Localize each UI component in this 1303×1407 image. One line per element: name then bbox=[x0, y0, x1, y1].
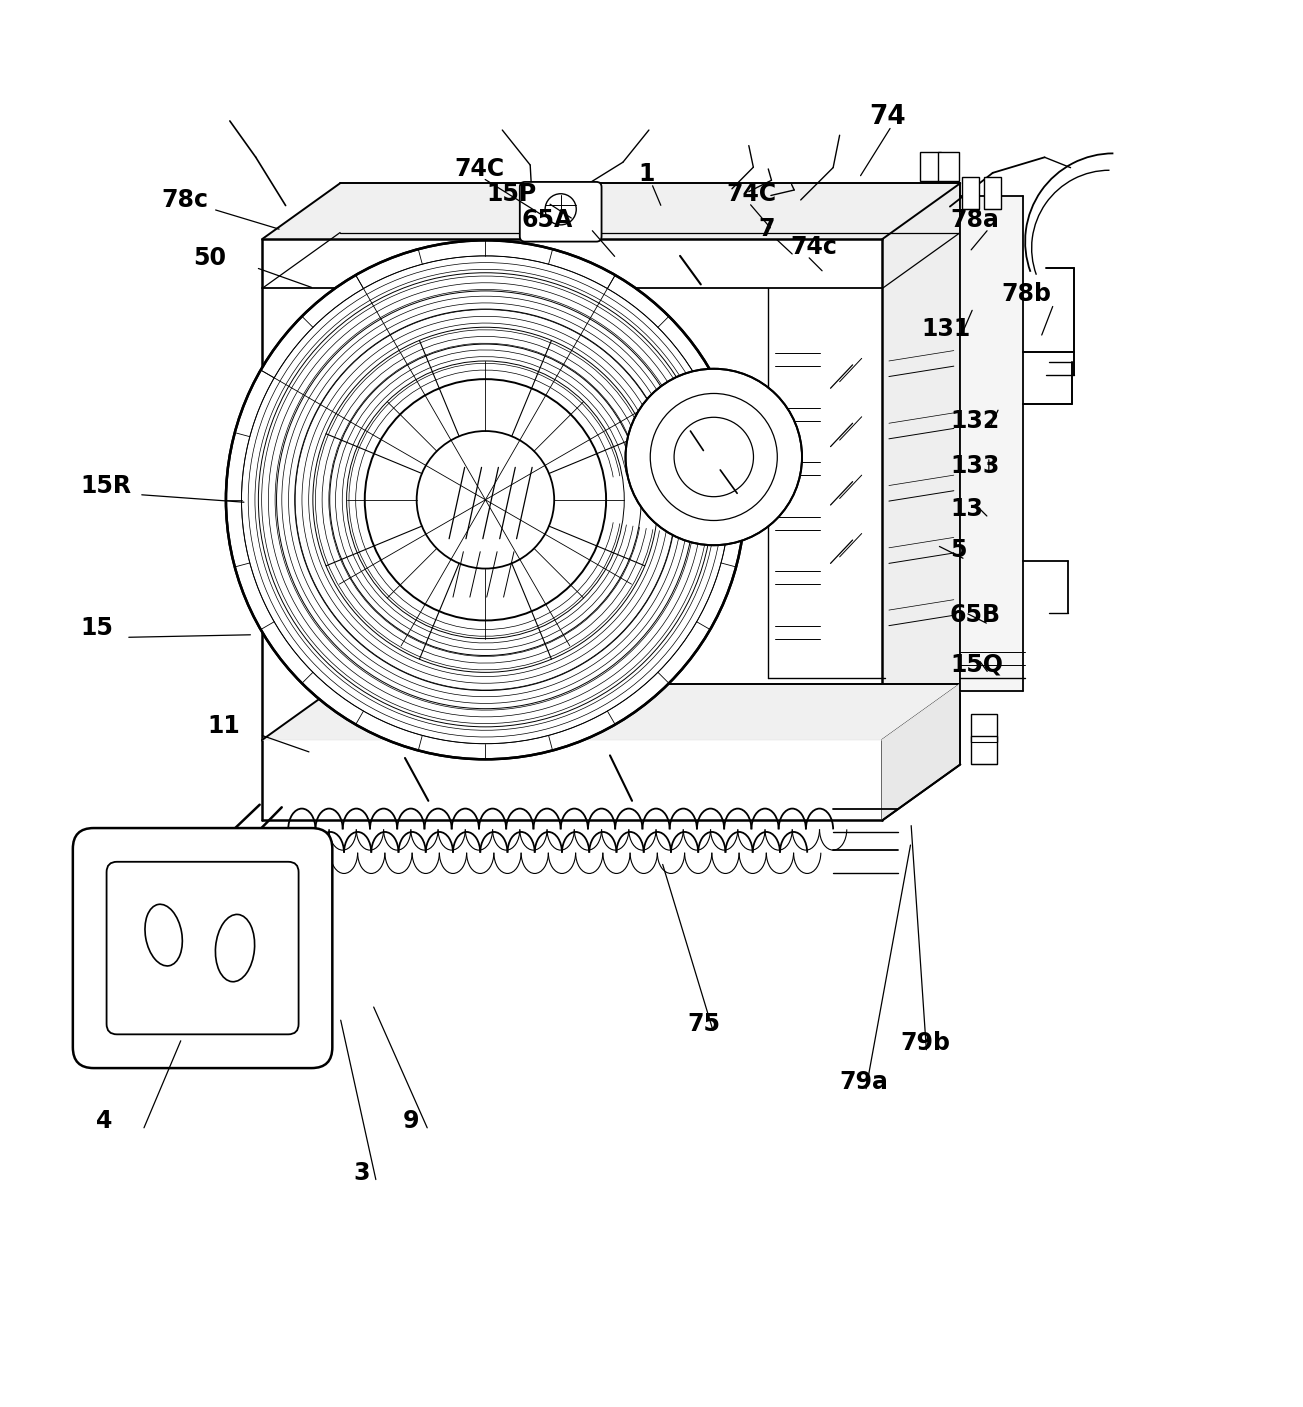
Polygon shape bbox=[262, 239, 882, 740]
Text: 15R: 15R bbox=[81, 474, 132, 498]
Text: 79b: 79b bbox=[900, 1031, 951, 1055]
Text: 74c: 74c bbox=[791, 235, 838, 259]
Bar bbox=[962, 177, 979, 210]
Text: 7: 7 bbox=[758, 217, 774, 241]
Text: 78c: 78c bbox=[162, 189, 208, 212]
Text: 65B: 65B bbox=[950, 604, 1001, 628]
Bar bbox=[938, 152, 959, 180]
Circle shape bbox=[225, 241, 745, 760]
Ellipse shape bbox=[145, 905, 182, 967]
Ellipse shape bbox=[215, 915, 254, 982]
Polygon shape bbox=[262, 684, 960, 740]
Polygon shape bbox=[882, 684, 960, 820]
Bar bbox=[984, 177, 1001, 210]
FancyBboxPatch shape bbox=[107, 862, 298, 1034]
Text: 75: 75 bbox=[688, 1012, 721, 1036]
Text: 11: 11 bbox=[207, 713, 241, 737]
Circle shape bbox=[625, 369, 803, 545]
Bar bbox=[920, 152, 941, 180]
Text: 5: 5 bbox=[950, 539, 967, 563]
Text: 50: 50 bbox=[194, 246, 227, 270]
FancyBboxPatch shape bbox=[73, 829, 332, 1068]
Polygon shape bbox=[882, 183, 960, 740]
Text: 4: 4 bbox=[96, 1109, 112, 1133]
Text: 132: 132 bbox=[950, 408, 999, 433]
Text: 15: 15 bbox=[81, 616, 113, 640]
Bar bbox=[971, 713, 997, 743]
Polygon shape bbox=[882, 183, 960, 740]
Text: 13: 13 bbox=[950, 497, 982, 521]
Text: 15P: 15P bbox=[487, 182, 537, 205]
Text: 15Q: 15Q bbox=[950, 653, 1003, 677]
Text: 79a: 79a bbox=[839, 1071, 889, 1095]
Text: 74C: 74C bbox=[455, 158, 504, 182]
FancyBboxPatch shape bbox=[520, 182, 602, 242]
Text: 74: 74 bbox=[869, 104, 906, 129]
Polygon shape bbox=[262, 740, 882, 820]
Text: 78a: 78a bbox=[950, 208, 999, 232]
Text: 133: 133 bbox=[950, 454, 999, 478]
Bar bbox=[971, 736, 997, 764]
Text: 74C: 74C bbox=[727, 182, 777, 205]
Polygon shape bbox=[960, 196, 1023, 691]
Polygon shape bbox=[262, 183, 960, 239]
Text: 65A: 65A bbox=[521, 208, 573, 232]
Text: 3: 3 bbox=[353, 1161, 370, 1185]
Text: 78b: 78b bbox=[1002, 281, 1052, 305]
Text: 1: 1 bbox=[638, 162, 655, 186]
Text: 9: 9 bbox=[403, 1109, 418, 1133]
Text: 131: 131 bbox=[921, 317, 971, 340]
